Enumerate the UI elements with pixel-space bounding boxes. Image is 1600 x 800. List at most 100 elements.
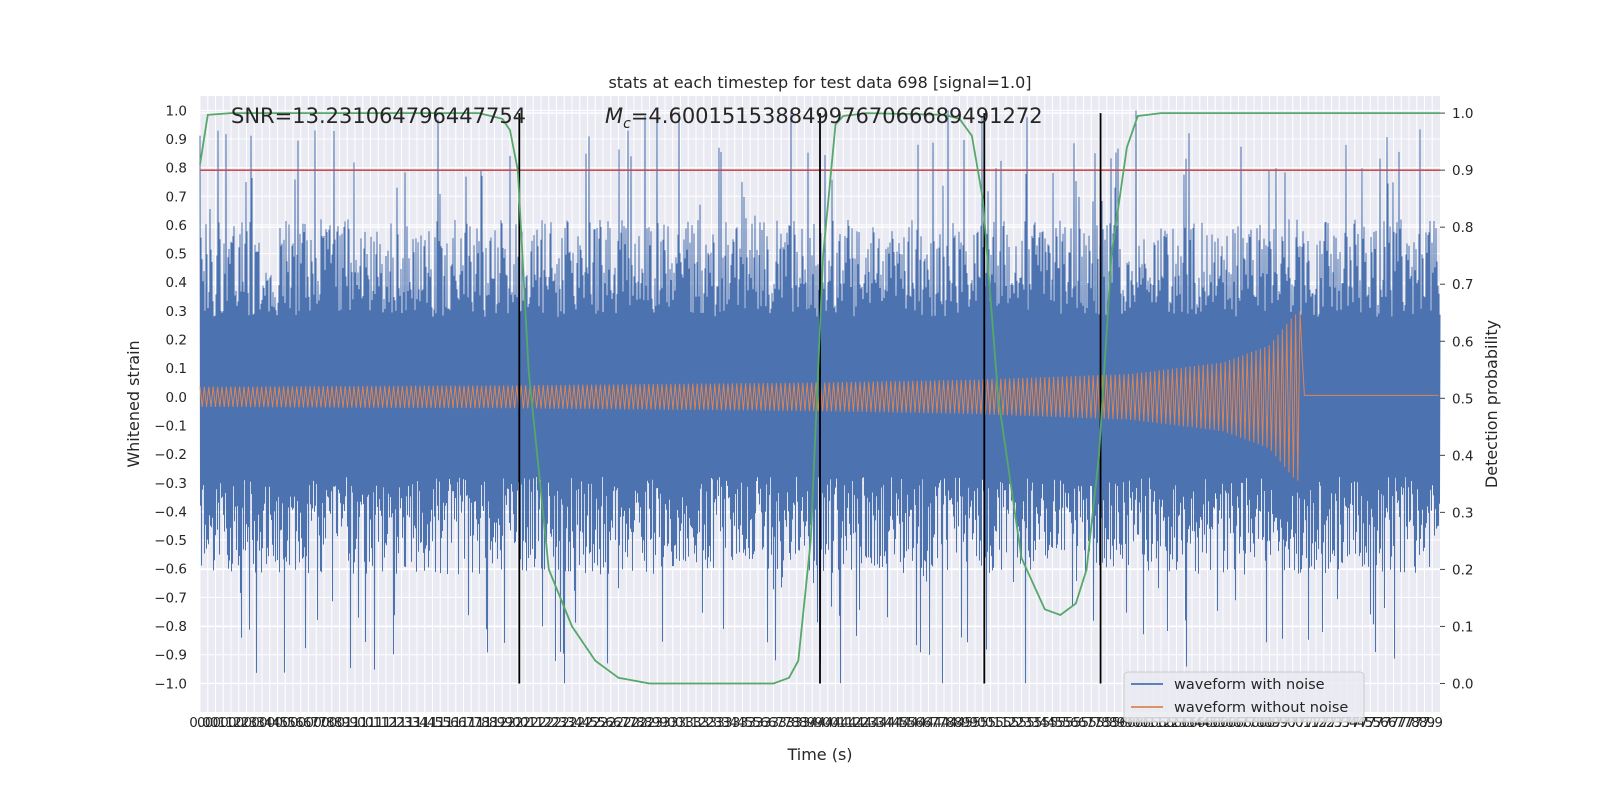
y-tick-label: 0.8 [166,161,187,177]
x-tick-label: 5.5 [1042,715,1063,731]
x-tick-label: 5.2 [995,715,1016,731]
y-tick-label: −0.5 [154,533,187,549]
x-tick-label: 4.3 [856,715,877,731]
y-tick-label: −0.2 [154,447,187,463]
x-axis-label: Time (s) [786,745,852,764]
y-tick-label: 0.0 [166,390,187,406]
y-tick-labels: −1.0 −0.9 −0.8 −0.7 −0.6 −0.5 −0.4 −0.3 −0.2 −0.1… [154,103,187,692]
x-tick-label: 5.0 [964,715,985,731]
x-tick-label: 3.7 [771,715,792,731]
x-tick-label: 5.2 [1003,715,1024,731]
x-tick-label: 0.0 [197,715,218,731]
chirp-mass-subscript: c [623,116,631,132]
y-tick-label: −0.8 [154,619,187,635]
x-tick-label: 1.6 [437,715,458,731]
x-tick-label: 1.9 [484,715,505,731]
x-tick-label: 5.7 [1073,715,1094,731]
x-tick-label: 3.7 [763,715,784,731]
y2-tick-label: 0.9 [1452,163,1473,179]
x-tick-label: 5.6 [1057,715,1078,731]
x-tick-label: 0.3 [236,715,257,731]
x-tick-label: 0.2 [228,715,249,731]
y-tick-label: 0.3 [166,304,187,320]
x-tick-label: 0.9 [329,715,350,731]
x-tick-label: 4.8 [941,715,962,731]
x-tick-label: 3.0 [662,715,683,731]
x-tick-label: 3.6 [747,715,768,731]
x-tick-label: 4.1 [825,715,846,731]
x-tick-label: 1.8 [468,715,489,731]
chirp-mass-annotation: Mc=4.6001515388499767066689491272 [605,104,1043,132]
x-tick-label: 0.6 [290,715,311,731]
legend-label-clean: waveform without noise [1174,700,1348,716]
y-tick-label: −0.4 [154,504,187,520]
x-tick-label: 0.9 [337,715,358,731]
x-tick-label: 5.3 [1019,715,1040,731]
x-tick-label: 4.8 [933,715,954,731]
x-tick-label: 2.7 [608,715,629,731]
x-tick-label: 0.4 [259,715,280,731]
y-tick-label: 0.2 [166,333,187,349]
x-tick-label: 5.9 [1104,715,1125,731]
x-tick-label: 0.5 [275,715,296,731]
x-tick-label: 1.4 [414,715,435,731]
y-axis-label: Whitened strain [124,340,143,467]
x-tick-label: 1.9 [492,715,513,731]
x-tick-label: 7.7 [1383,715,1404,731]
chart-title: stats at each timestep for test data 698… [608,73,1031,92]
x-tick-label: 4.9 [957,715,978,731]
x-tick-label: 2.0 [499,715,520,731]
legend: waveform with noise waveform without noi… [1123,671,1365,723]
x-tick-label: 2.8 [631,715,652,731]
x-tick-label: 7.9 [1422,715,1443,731]
y-tick-label: 1.0 [166,103,187,119]
y2-tick-label: 0.5 [1452,391,1473,407]
x-tick-label: 4.5 [895,715,916,731]
x-tick-label: 2.3 [554,715,575,731]
x-tick-label: 0.0 [189,715,210,731]
x-tick-label: 7.8 [1406,715,1427,731]
chirp-mass-symbol: M [605,104,623,128]
x-tick-label: 1.7 [461,715,482,731]
y-tick-label: 0.4 [166,275,187,291]
x-tick-label: 4.2 [840,715,861,731]
y2-tick-label: 0.7 [1452,277,1473,293]
x-tick-label: 5.0 [972,715,993,731]
y-tick-label: 0.1 [166,361,187,377]
y-tick-label: −0.3 [154,476,187,492]
x-tick-label: 7.6 [1367,715,1388,731]
x-tick-label: 2.9 [639,715,660,731]
y-tick-label: −0.6 [154,562,187,578]
x-tick-label: 3.9 [802,715,823,731]
y2-tick-label: 0.3 [1452,505,1473,521]
x-tick-label: 2.5 [585,715,606,731]
x-tick-label: 4.6 [910,715,931,731]
x-tick-label: 0.4 [251,715,272,731]
x-tick-label: 2.2 [530,715,551,731]
x-tick-label: 3.9 [794,715,815,731]
x-tick-label: 1.1 [368,715,389,731]
x-tick-label: 0.7 [298,715,319,731]
x-tick-label: 4.5 [887,715,908,731]
x-tick-label: 2.7 [616,715,637,731]
x-tick-label: 2.2 [538,715,559,731]
x-tick-label: 2.1 [515,715,536,731]
y2-tick-label: 1.0 [1452,106,1473,122]
x-tick-label: 4.0 [809,715,830,731]
x-tick-label: 3.3 [701,715,722,731]
x-tick-label: 2.4 [561,715,582,731]
x-tick-label: 3.8 [786,715,807,731]
x-tick-label: 1.3 [391,715,412,731]
y2-tick-labels: 0.0 0.1 0.2 0.3 0.4 0.5 0.6 0.7 0.8 0.9 1.0 [1440,106,1473,692]
x-tick-label: 1.5 [422,715,443,731]
x-tick-label: 7.6 [1375,715,1396,731]
legend-box [1123,671,1365,723]
y-tick-label: 0.9 [166,132,187,148]
y-tick-label: 0.5 [166,247,187,263]
x-tick-label: 0.3 [244,715,265,731]
x-tick-label: 3.0 [654,715,675,731]
x-tick-label: 4.2 [848,715,869,731]
y2-tick-label: 0.6 [1452,334,1473,350]
x-tick-label: 0.6 [282,715,303,731]
